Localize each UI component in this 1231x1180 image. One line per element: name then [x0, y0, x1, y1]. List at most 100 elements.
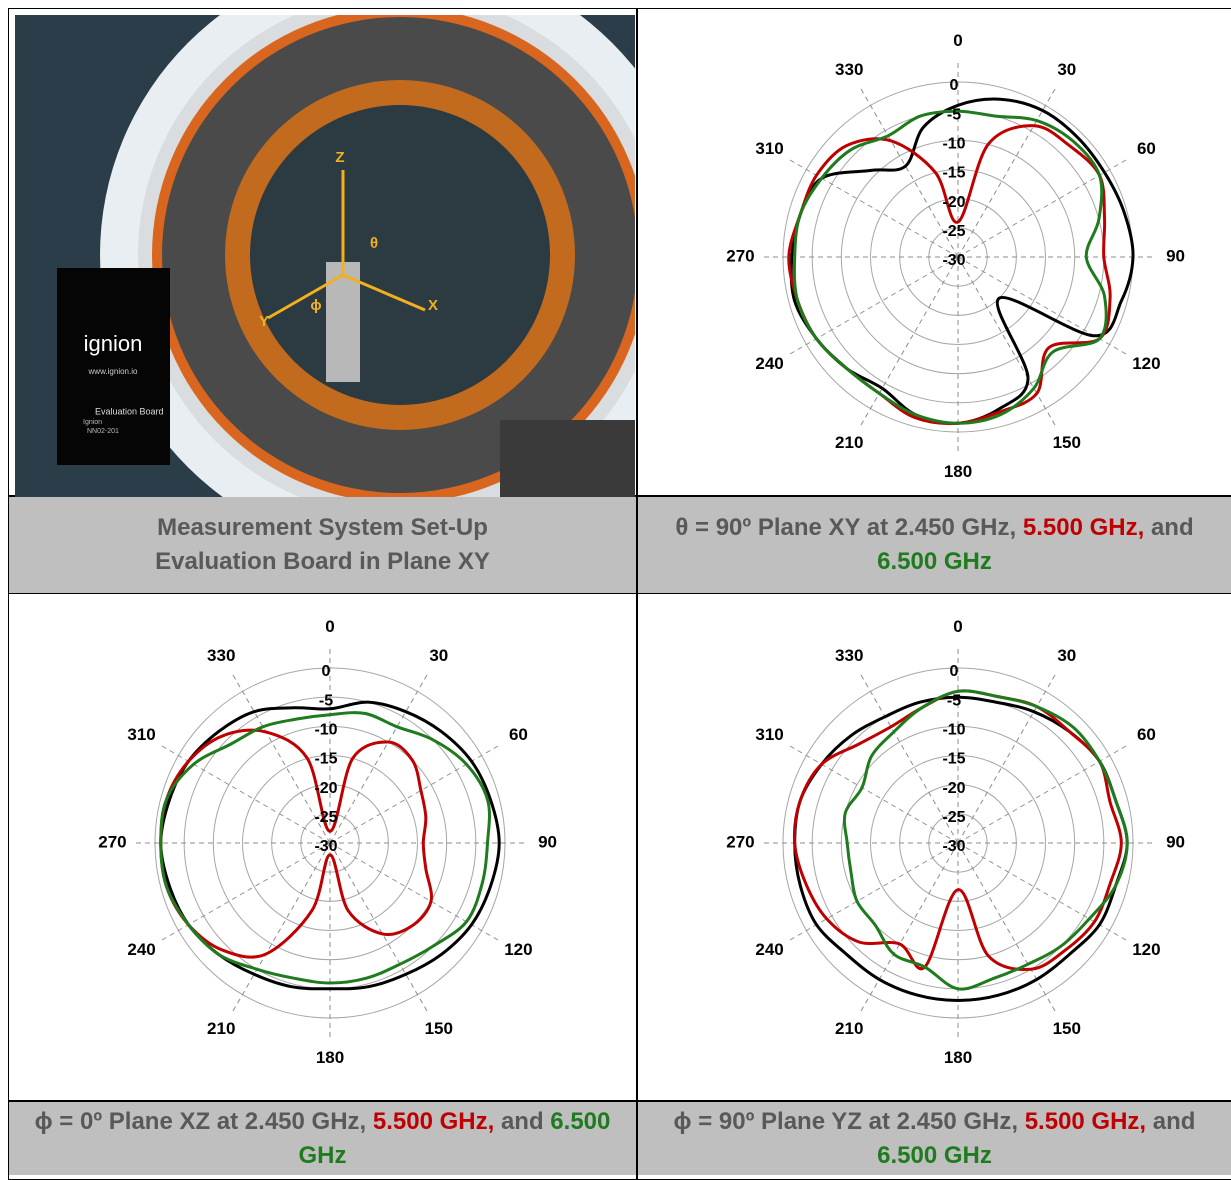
radial-label: -30: [942, 838, 965, 855]
radial-label: -20: [314, 780, 337, 797]
pattern-line: [842, 689, 1129, 991]
angle-label: 150: [1053, 433, 1081, 452]
photo-text: www.ignion.io: [88, 367, 138, 376]
grid-spoke: [858, 256, 959, 429]
grid-spoke: [329, 842, 430, 1015]
chart-caption: ϕ = 90º Plane YZ at 2.450 GHz, 5.500 GHz…: [638, 1102, 1231, 1175]
chart-caption: ϕ = 0º Plane XZ at 2.450 GHz, 5.500 GHz,…: [9, 1102, 636, 1175]
radial-label: -20: [942, 780, 965, 797]
pattern-line: [792, 109, 1108, 425]
angle-label: 150: [425, 1019, 453, 1038]
angle-label: 270: [726, 832, 754, 851]
angle-label: 210: [207, 1019, 235, 1038]
caption-part: 6.500 GHz: [877, 548, 992, 575]
grid-spoke: [230, 671, 331, 844]
angle-label: 180: [944, 1048, 972, 1067]
caption-part: θ = 90º Plane XY at 2.450 GHz,: [675, 514, 1017, 541]
grid-spoke: [957, 157, 1130, 258]
radial-label: -5: [947, 106, 961, 123]
grid-spoke: [957, 671, 1058, 844]
caption-text: θ = 90º Plane XY at 2.450 GHz, 5.500 GHz…: [658, 511, 1211, 579]
angle-label: 90: [1166, 246, 1185, 265]
photo-axis-label: Y: [259, 313, 269, 330]
radial-label: -25: [314, 809, 337, 826]
radial-label: -5: [947, 692, 961, 709]
radial-label: -30: [314, 838, 337, 855]
angle-label: 180: [316, 1048, 344, 1067]
grid-spoke: [158, 743, 331, 844]
caption-line: Evaluation Board in Plane XY: [155, 548, 490, 575]
radial-label: -10: [314, 722, 337, 739]
angle-label: 120: [1132, 940, 1160, 959]
angle-label: 210: [835, 1019, 863, 1038]
radial-label: -10: [942, 136, 965, 153]
angle-label: 30: [1057, 646, 1076, 665]
caption-part: 6.500 GHz: [298, 1107, 611, 1169]
angle-label: 240: [755, 354, 783, 373]
pattern-line: [159, 728, 433, 959]
angle-label: 0: [953, 617, 962, 636]
photo: [15, 15, 635, 497]
grid-spoke: [329, 671, 430, 844]
photo-text: Ignion: [83, 419, 102, 426]
caption-part: 6.500 GHz: [877, 1141, 992, 1169]
grid-spoke: [858, 85, 959, 258]
grid-spoke: [957, 842, 1130, 943]
chart-caption: θ = 90º Plane XY at 2.450 GHz, 5.500 GHz…: [638, 497, 1231, 593]
angle-label: 120: [1132, 354, 1160, 373]
grid-spoke: [329, 743, 502, 844]
angle-label: 60: [1137, 725, 1156, 744]
radial-label: -15: [942, 751, 965, 768]
caption-part: 5.500 GHz,: [1022, 514, 1145, 541]
grid-spoke: [786, 256, 959, 357]
angle-label: 310: [755, 139, 783, 158]
photo-caption: Measurement System Set-Up Evaluation Boa…: [9, 497, 636, 593]
angle-label: 60: [509, 725, 528, 744]
angle-label: 90: [1166, 832, 1185, 851]
grid-circle: [242, 755, 418, 931]
angle-label: 210: [835, 433, 863, 452]
grid-spoke: [230, 842, 331, 1015]
grid-spoke: [329, 842, 502, 943]
polar-chart: 0 30 60 90 120 150 180 210 240 270 310 330 0 -5 -10 -15…: [726, 617, 1185, 1067]
radial-label: 0: [322, 663, 331, 680]
grid-circle: [840, 725, 1076, 961]
angle-label: 240: [755, 940, 783, 959]
angle-label: 240: [127, 940, 155, 959]
angle-label: 30: [429, 646, 448, 665]
caption-text: ϕ = 0º Plane XZ at 2.450 GHz, 5.500 GHz,…: [29, 1105, 616, 1173]
angle-label: 120: [504, 940, 532, 959]
caption-part: ϕ = 90º Plane YZ at 2.450 GHz,: [673, 1107, 1019, 1135]
photo-axis-label: ϕ: [310, 297, 321, 314]
radial-label: 0: [950, 663, 959, 680]
angle-label: 180: [944, 462, 972, 481]
grid-circle: [212, 725, 448, 961]
photo-axis-label: X: [428, 297, 438, 314]
photo-axis-label: Z: [335, 149, 344, 166]
angle-label: 60: [1137, 139, 1156, 158]
photo-axis-label: θ: [370, 235, 378, 252]
photo-text: NN02-201: [87, 428, 119, 435]
angle-label: 90: [538, 832, 557, 851]
grid-spoke: [858, 842, 959, 1015]
angle-label: 270: [726, 246, 754, 265]
grid-spoke: [858, 671, 959, 844]
angle-label: 30: [1057, 60, 1076, 79]
photo-text: Evaluation Board: [95, 406, 164, 416]
radial-label: -10: [942, 722, 965, 739]
cell: [636, 8, 1231, 497]
radial-label: -25: [942, 809, 965, 826]
grid-spoke: [786, 842, 959, 943]
grid-spoke: [957, 743, 1130, 844]
radial-label: 0: [950, 77, 959, 94]
grid-spoke: [957, 85, 1058, 258]
angle-label: 330: [207, 646, 235, 665]
radial-label: -25: [942, 223, 965, 240]
radial-label: -5: [319, 692, 333, 709]
grid-circle: [870, 755, 1046, 931]
angle-label: 0: [953, 31, 962, 50]
angle-label: 0: [325, 617, 334, 636]
polar-chart: 0 30 60 90 120 150 180 210 240 270 310 330 0 -5 -10 -15…: [726, 31, 1185, 481]
cell: [636, 495, 1231, 594]
grid-spoke: [957, 842, 1058, 1015]
